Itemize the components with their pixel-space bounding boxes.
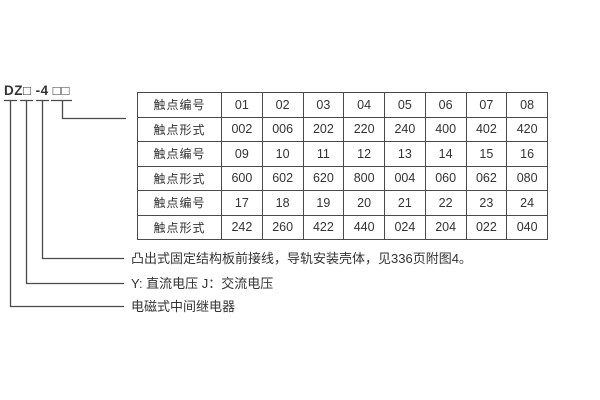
value-cell: 602 bbox=[261, 165, 304, 191]
value-cell: 440 bbox=[343, 214, 385, 240]
value-cell: 004 bbox=[384, 165, 426, 191]
value-cell: 04 bbox=[343, 92, 385, 118]
note-relay-type: 电磁式中间继电器 bbox=[131, 299, 236, 314]
value-cell: 08 bbox=[506, 92, 548, 118]
value-cell: 06 bbox=[424, 92, 467, 118]
value-cell: 006 bbox=[261, 116, 304, 142]
row-label-cell: 触点编号 bbox=[137, 92, 222, 118]
value-cell: 260 bbox=[261, 214, 304, 240]
value-cell: 060 bbox=[424, 165, 467, 191]
value-cell: 600 bbox=[221, 165, 263, 191]
contact-code-table: 触点编号 01 02 03 04 05 06 07 08 触点形式 002 006 202 220 240 4… bbox=[137, 92, 548, 240]
value-cell: 22 bbox=[424, 190, 467, 216]
value-cell: 220 bbox=[343, 116, 385, 142]
value-cell: 620 bbox=[302, 165, 345, 191]
model-code: DZ□ -4 □□ bbox=[4, 83, 70, 98]
value-cell: 14 bbox=[424, 141, 467, 167]
table-row: 触点形式 002 006 202 220 240 400 402 420 bbox=[137, 116, 548, 142]
value-cell: 11 bbox=[302, 141, 345, 167]
connector-box2-line bbox=[51, 99, 126, 120]
value-cell: 240 bbox=[384, 116, 426, 142]
value-cell: 202 bbox=[302, 116, 345, 142]
value-cell: 002 bbox=[221, 116, 263, 142]
value-cell: 400 bbox=[424, 116, 467, 142]
value-cell: 422 bbox=[302, 214, 345, 240]
value-cell: 800 bbox=[343, 165, 385, 191]
table-row: 触点编号 09 10 11 12 13 14 15 16 bbox=[137, 141, 548, 167]
table-row: 触点形式 600 602 620 800 004 060 062 080 bbox=[137, 165, 548, 191]
value-cell: 204 bbox=[424, 214, 467, 240]
note-mounting-structure: 凸出式固定结构板前接线，导轨安装壳体，见336页附图4。 bbox=[131, 251, 472, 266]
value-cell: 062 bbox=[465, 165, 508, 191]
value-cell: 24 bbox=[506, 190, 548, 216]
row-label-cell: 触点形式 bbox=[137, 116, 222, 142]
value-cell: 23 bbox=[465, 190, 508, 216]
value-cell: 09 bbox=[221, 141, 263, 167]
value-cell: 024 bbox=[384, 214, 426, 240]
value-cell: 420 bbox=[506, 116, 548, 142]
value-cell: 13 bbox=[384, 141, 426, 167]
value-cell: 03 bbox=[302, 92, 345, 118]
connector-box1-line bbox=[20, 99, 124, 285]
row-label-cell: 触点形式 bbox=[137, 165, 222, 191]
value-cell: 20 bbox=[343, 190, 385, 216]
value-cell: 07 bbox=[465, 92, 508, 118]
value-cell: 022 bbox=[465, 214, 508, 240]
value-cell: 040 bbox=[506, 214, 548, 240]
value-cell: 02 bbox=[261, 92, 304, 118]
value-cell: 01 bbox=[221, 92, 263, 118]
value-cell: 15 bbox=[465, 141, 508, 167]
model-code-prefix: DZ□ bbox=[4, 83, 32, 98]
table-row: 触点形式 242 260 422 440 024 204 022 040 bbox=[137, 214, 548, 240]
contact-code-table-body: 触点编号 01 02 03 04 05 06 07 08 触点形式 002 006 202 220 240 4… bbox=[137, 92, 548, 240]
value-cell: 18 bbox=[261, 190, 304, 216]
model-code-contact-boxes: □□ bbox=[52, 83, 70, 98]
value-cell: 080 bbox=[506, 165, 548, 191]
value-cell: 17 bbox=[221, 190, 263, 216]
connector-dz-line bbox=[4, 99, 124, 308]
value-cell: 19 bbox=[302, 190, 345, 216]
value-cell: 10 bbox=[261, 141, 304, 167]
connector-dash4-line bbox=[36, 99, 124, 260]
note-voltage-type: Y: 直流电压 J：交流电压 bbox=[131, 276, 274, 291]
row-label-cell: 触点形式 bbox=[137, 214, 222, 240]
table-row: 触点编号 17 18 19 20 21 22 23 24 bbox=[137, 190, 548, 216]
table-row: 触点编号 01 02 03 04 05 06 07 08 bbox=[137, 92, 548, 118]
value-cell: 12 bbox=[343, 141, 385, 167]
value-cell: 05 bbox=[384, 92, 426, 118]
model-code-series: -4 bbox=[35, 83, 49, 98]
value-cell: 16 bbox=[506, 141, 548, 167]
value-cell: 402 bbox=[465, 116, 508, 142]
value-cell: 242 bbox=[221, 214, 263, 240]
row-label-cell: 触点编号 bbox=[137, 141, 222, 167]
value-cell: 21 bbox=[384, 190, 426, 216]
row-label-cell: 触点编号 bbox=[137, 190, 222, 216]
